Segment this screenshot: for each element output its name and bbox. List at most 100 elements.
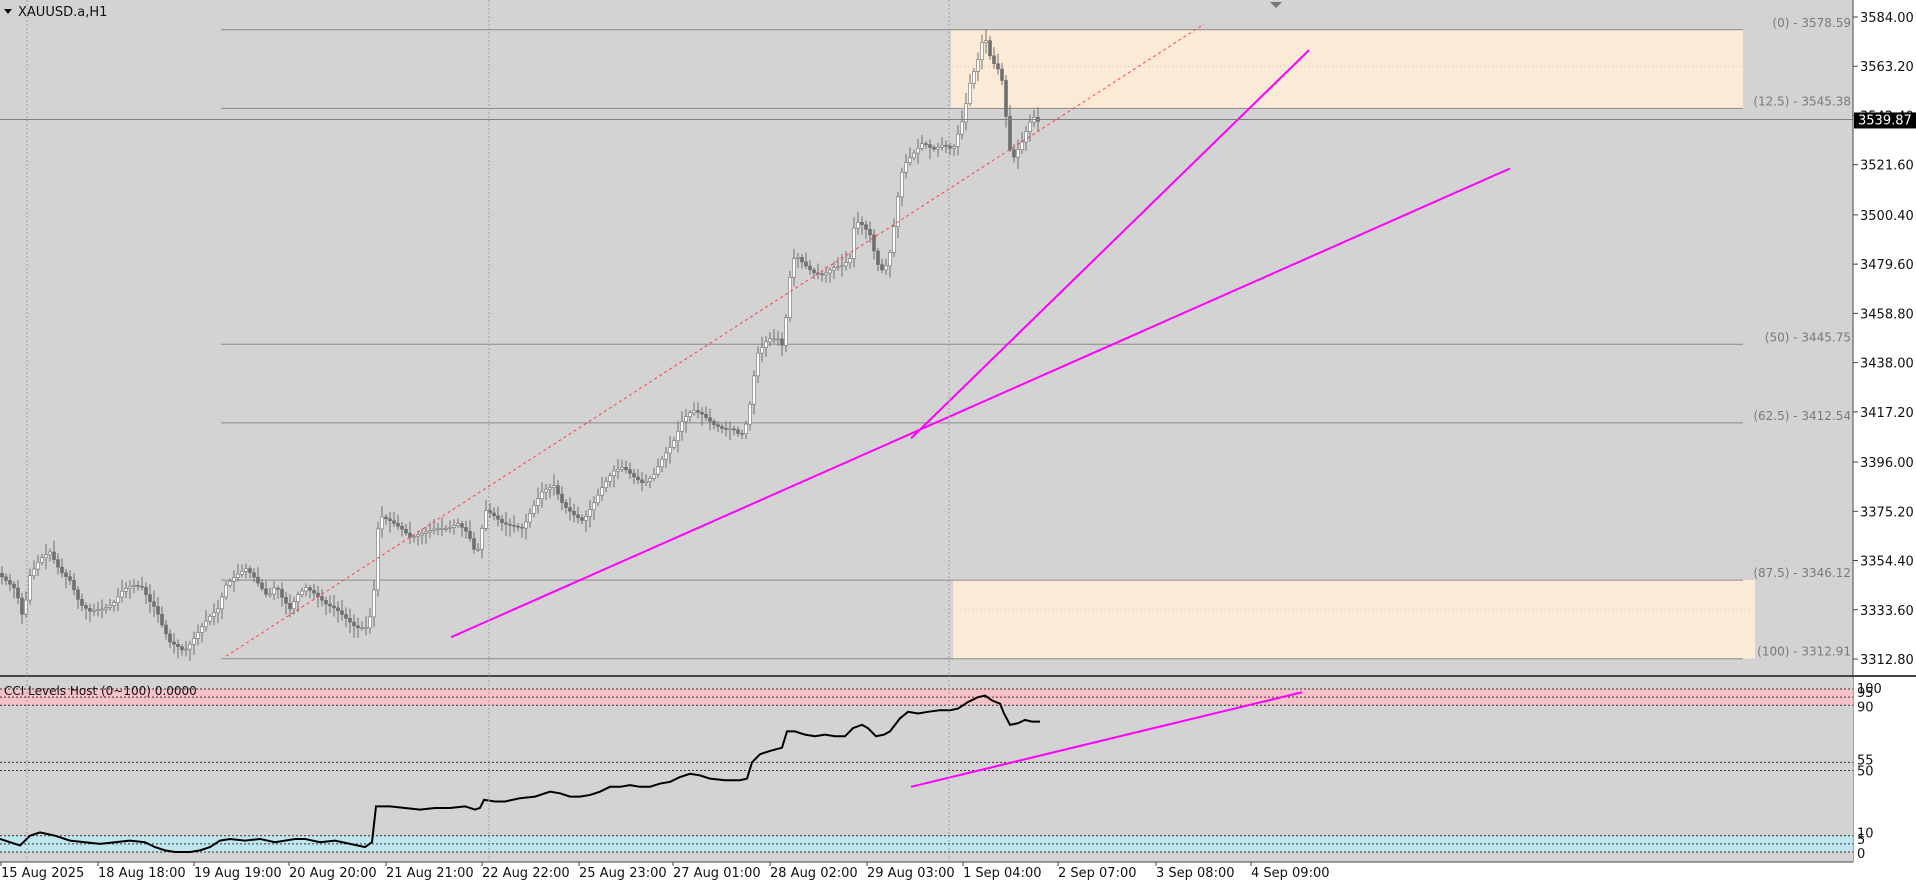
candle-body: [904, 162, 908, 173]
candle-body: [832, 267, 836, 271]
candle-body: [492, 512, 496, 517]
candle-body: [696, 410, 700, 413]
candle-body: [324, 599, 328, 605]
candle-body: [528, 513, 532, 523]
price-panel[interactable]: (0) - 3578.59 (12.5) - 3545.38 (50) - 3445…: [0, 0, 1853, 675]
candle-body: [856, 222, 860, 229]
price-tick-label: 3438.00: [1860, 357, 1914, 372]
candle-body: [196, 632, 200, 639]
time-axis[interactable]: 15 Aug 2025 18 Aug 18:00 19 Aug 19:00 20 Au…: [0, 861, 1916, 882]
candle-body: [812, 269, 816, 274]
candle-body: [252, 572, 256, 578]
candle-body: [640, 479, 644, 483]
candle-body: [688, 412, 692, 417]
candle-body: [868, 229, 872, 236]
candle-body: [876, 250, 880, 265]
trendline[interactable]: [450, 167, 1511, 639]
candle-body: [884, 265, 888, 271]
candle-body: [612, 470, 616, 477]
candle-body: [260, 582, 264, 590]
candle-body: [752, 375, 756, 405]
cci-level-label: 95: [1857, 686, 1874, 701]
candle-body: [700, 412, 704, 415]
candle-body: [228, 581, 232, 586]
trendline[interactable]: [910, 49, 1310, 440]
candle-body: [968, 82, 972, 104]
candle-body: [664, 452, 668, 460]
candle-body: [84, 605, 88, 609]
candle-body: [48, 551, 52, 556]
cci-level-label: 100: [1857, 682, 1882, 697]
candle-body: [236, 573, 240, 578]
price-axis[interactable]: 3584.003563.203542.403521.603500.403479.…: [1852, 0, 1916, 882]
candle-body: [684, 416, 688, 423]
candle-body: [716, 424, 720, 427]
cci-level-label: 50: [1857, 765, 1874, 780]
price-tick-label: 3312.80: [1860, 653, 1914, 668]
price-tick-label: 3458.80: [1860, 307, 1914, 322]
candle-body: [808, 265, 812, 271]
candle-body: [940, 145, 944, 148]
candle-body: [784, 317, 788, 346]
current-price-tag: 3539.87: [1854, 112, 1916, 129]
candle-body: [732, 428, 736, 431]
candle-body: [28, 575, 32, 601]
triangle-down-icon[interactable]: [4, 9, 12, 14]
cci-trendline-segment[interactable]: [910, 691, 1303, 788]
candle-body: [132, 585, 136, 587]
candle-body: [864, 224, 868, 230]
candle-body: [996, 63, 1000, 70]
candle-body: [448, 527, 452, 529]
time-axis-background: [0, 862, 1916, 882]
title-bar: XAUUSD.a,H1: [4, 5, 107, 20]
candle-body: [444, 528, 448, 530]
price-axis-background: [1853, 0, 1916, 882]
candle-body: [976, 59, 980, 72]
candle-body: [776, 338, 780, 341]
fib-level-label: (50) - 3445.75: [1765, 330, 1851, 344]
cci-trendline[interactable]: [910, 691, 1303, 788]
candle-body: [616, 468, 620, 472]
time-tick-label: 18 Aug 18:00: [98, 866, 186, 881]
candle-body: [204, 620, 208, 628]
cci-lower-band: [0, 835, 1853, 852]
candle-body: [332, 605, 336, 609]
candle-body: [892, 226, 896, 253]
candle-body: [128, 586, 132, 589]
candle-body: [112, 602, 116, 606]
candle-body: [604, 481, 608, 488]
candle-body: [556, 485, 560, 495]
price-tick-label: 3354.40: [1860, 555, 1914, 570]
candle-body: [600, 487, 604, 496]
candle-body: [480, 528, 484, 550]
candle-body: [140, 586, 144, 588]
time-tick-label: 1 Sep 04:00: [963, 866, 1042, 881]
candle-body: [184, 648, 188, 651]
trendlines[interactable]: [225, 23, 1511, 657]
candle-body: [308, 587, 312, 591]
candle-body: [468, 530, 472, 539]
trendline[interactable]: [225, 23, 1205, 657]
candle-body: [972, 71, 976, 84]
time-tick-label: 3 Sep 08:00: [1156, 866, 1235, 881]
candle-body: [552, 485, 556, 488]
candle-body: [412, 536, 416, 538]
candle-body: [80, 599, 84, 606]
candle-body: [108, 605, 112, 608]
candle-body: [768, 338, 772, 343]
candle-body: [244, 568, 248, 572]
fib-level-label: (100) - 3312.91: [1757, 645, 1851, 659]
candle-body: [44, 554, 48, 558]
candle-body: [576, 514, 580, 518]
cci-panel[interactable]: CCI Levels Host (0~100) 0.0000 100959055…: [0, 678, 1882, 862]
candle-body: [916, 148, 920, 154]
candle-body: [52, 551, 56, 560]
candle-body: [572, 510, 576, 516]
candle-body: [436, 528, 440, 530]
triangle-down-icon[interactable]: [1270, 2, 1282, 8]
candle-body: [760, 347, 764, 354]
candle-body: [736, 429, 740, 434]
price-tick-label: 3500.40: [1860, 209, 1914, 224]
candle-body: [104, 607, 108, 610]
